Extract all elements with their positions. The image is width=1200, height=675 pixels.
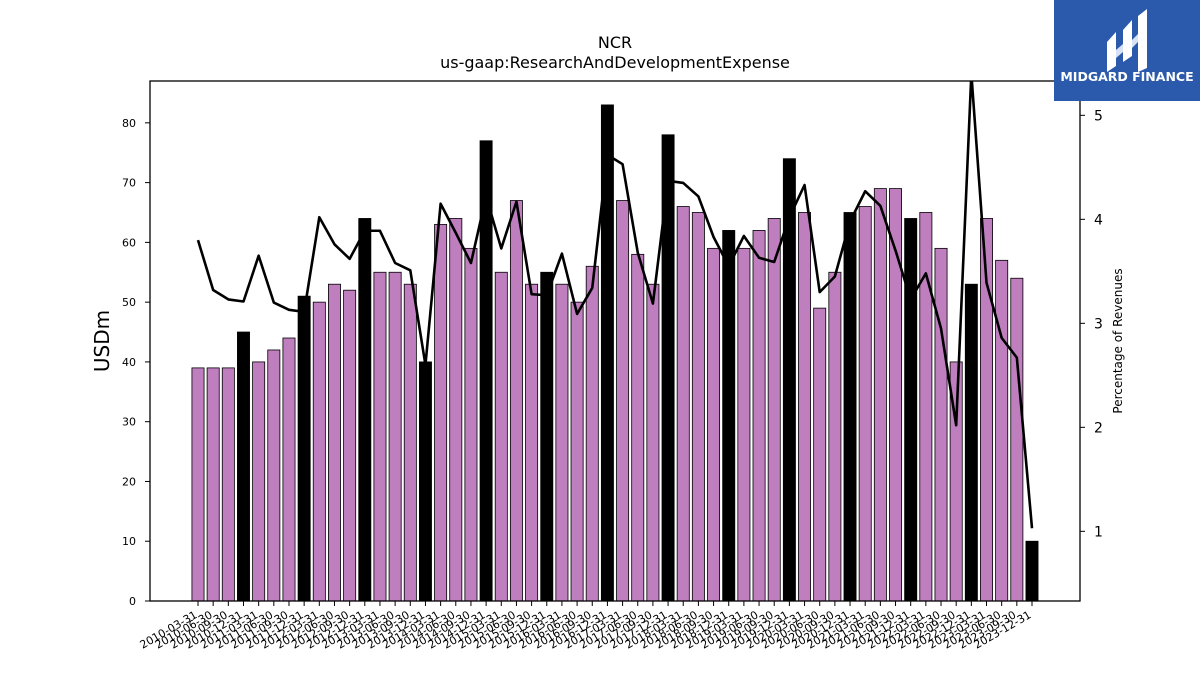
bar-quarter xyxy=(919,212,933,602)
bar-quarter xyxy=(312,301,326,602)
bar-quarter xyxy=(388,271,402,602)
bar-quarter xyxy=(934,247,948,602)
bar-quarter xyxy=(525,283,539,602)
bar-annual xyxy=(843,212,857,602)
bar-annual xyxy=(722,230,736,602)
bar-annual xyxy=(297,295,311,602)
percentage-line-series xyxy=(196,81,1034,529)
bar-quarter xyxy=(449,218,463,602)
bar-annual xyxy=(540,271,554,602)
bar-annual xyxy=(1025,540,1039,602)
y-tick-label: 40 xyxy=(122,356,136,369)
bar-quarter xyxy=(585,265,599,602)
plot-frame xyxy=(149,80,1081,602)
bar-quarter xyxy=(434,224,448,602)
y-tick-label: 70 xyxy=(122,177,136,190)
bar-quarter xyxy=(752,230,766,602)
bar-quarter xyxy=(555,283,569,602)
y-tick-label: 60 xyxy=(122,236,136,249)
y-axis-right: 1 2 3 4 5 xyxy=(1080,108,1103,540)
bar-quarter xyxy=(995,259,1009,602)
chart-subtitle: us-gaap:ResearchAndDevelopmentExpense xyxy=(440,53,790,72)
bar-quarter xyxy=(328,283,341,602)
bar-annual xyxy=(600,104,614,602)
bar-quarter xyxy=(267,349,281,602)
y-right-tick-label: 3 xyxy=(1094,316,1103,332)
y-axis-left: 0 10 20 30 40 50 60 70 80 xyxy=(122,117,150,608)
logo-text: MIDGARD FINANCE xyxy=(1060,69,1193,84)
bar-quarter xyxy=(828,271,842,602)
bar-annual xyxy=(904,218,918,602)
y-tick-label: 0 xyxy=(129,595,136,608)
bar-annual xyxy=(964,283,978,602)
bar-quarter xyxy=(616,200,630,602)
bar-quarter xyxy=(737,247,751,602)
bar-quarter xyxy=(767,218,781,602)
x-axis: 2010-03-312010-06-302010-09-302010-12-31… xyxy=(138,601,1034,652)
logo-mark-icon xyxy=(1107,9,1147,72)
bar-quarter xyxy=(373,271,387,602)
chart-title: NCR xyxy=(598,33,632,52)
y-right-tick-label: 1 xyxy=(1094,524,1103,540)
bar-annual xyxy=(237,331,250,602)
y-tick-label: 80 xyxy=(122,117,136,130)
bar-quarter xyxy=(646,283,660,602)
y-axis-right-label: Percentage of Revenues xyxy=(1111,268,1125,413)
bar-annual xyxy=(418,361,432,602)
bar-quarter xyxy=(464,247,478,602)
percentage-line xyxy=(196,81,1034,529)
bar-quarter xyxy=(570,301,584,602)
bar-quarter xyxy=(798,212,812,602)
y-right-tick-label: 4 xyxy=(1094,212,1103,228)
y-tick-label: 50 xyxy=(122,296,136,309)
y-right-tick-label: 2 xyxy=(1094,420,1103,436)
bar-annual xyxy=(358,218,372,602)
bar-quarter xyxy=(403,283,417,602)
bar-quarter xyxy=(494,271,508,602)
bar-quarter xyxy=(858,206,872,602)
bar-series xyxy=(191,104,1039,602)
bar-quarter xyxy=(252,361,266,602)
bar-quarter xyxy=(221,367,235,602)
bar-quarter xyxy=(282,337,296,602)
bar-quarter xyxy=(873,188,887,602)
y-tick-label: 20 xyxy=(122,475,136,488)
bar-annual xyxy=(782,158,796,602)
bar-quarter xyxy=(691,212,705,602)
company-logo: MIDGARD FINANCE xyxy=(1054,0,1200,101)
bar-quarter xyxy=(707,247,721,602)
bar-quarter xyxy=(343,289,357,602)
bar-quarter xyxy=(206,367,220,602)
bar-quarter xyxy=(813,307,827,602)
y-axis-left-label: USDm xyxy=(90,310,114,372)
bar-quarter xyxy=(509,200,523,602)
y-right-tick-label: 5 xyxy=(1094,108,1103,124)
bar-quarter xyxy=(676,206,690,602)
bar-quarter xyxy=(191,367,205,602)
bar-quarter xyxy=(1010,277,1024,602)
y-tick-label: 30 xyxy=(122,416,136,429)
bar-quarter xyxy=(631,253,645,602)
y-tick-label: 10 xyxy=(122,535,136,548)
